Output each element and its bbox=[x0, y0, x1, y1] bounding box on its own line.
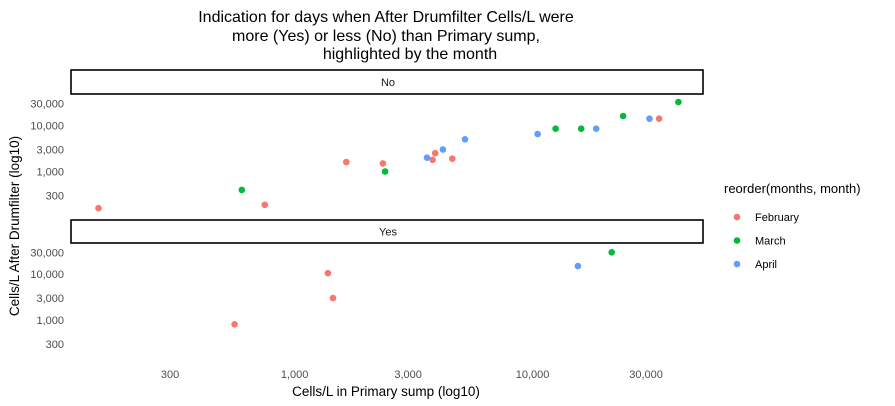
facet-strip-box bbox=[70, 69, 704, 95]
data-point-february bbox=[343, 158, 350, 166]
legend-label-march: March bbox=[755, 236, 786, 248]
chart-title-line-2: more (Yes) or less (No) than Primary sum… bbox=[232, 28, 540, 45]
x-axis-title: Cells/L in Primary sump (log10) bbox=[292, 384, 480, 399]
data-point-february bbox=[449, 155, 456, 162]
data-point-april bbox=[423, 154, 431, 161]
data-point-march bbox=[238, 186, 246, 194]
x-tick-label: 30,000 bbox=[629, 369, 663, 381]
data-point-february bbox=[261, 201, 269, 209]
y-tick-label: 30,000 bbox=[30, 98, 64, 110]
data-point-april bbox=[534, 130, 541, 138]
data-point-april bbox=[574, 262, 582, 270]
x-tick-label: 1,000 bbox=[281, 369, 309, 381]
y-tick-label: 10,000 bbox=[30, 269, 64, 281]
y-tick-label: 30,000 bbox=[30, 247, 64, 259]
facet-panels: No Yes bbox=[70, 69, 704, 328]
data-point-february bbox=[329, 294, 337, 302]
data-point-april bbox=[646, 115, 653, 122]
data-point-march bbox=[675, 98, 682, 106]
facet-panel-no: No bbox=[70, 69, 704, 212]
legend-key-april bbox=[733, 260, 741, 268]
data-point-february bbox=[95, 204, 102, 212]
y-tick-label: 1,000 bbox=[36, 315, 64, 327]
y-tick-label: 3,000 bbox=[36, 293, 64, 305]
facet-strip-box bbox=[70, 219, 704, 244]
data-point-february bbox=[231, 321, 238, 328]
data-point-march bbox=[552, 125, 559, 132]
legend-title: reorder(months, month) bbox=[724, 181, 861, 196]
chart-title-line-3: highlighted by the month bbox=[323, 46, 497, 63]
data-point-february bbox=[431, 149, 439, 157]
data-point-april bbox=[592, 125, 600, 132]
y-axes: 300 1,000 3,000 10,000 30,000 300 1,000 3,000 10… bbox=[30, 98, 64, 350]
data-point-march bbox=[381, 168, 389, 175]
data-point-march bbox=[577, 125, 585, 132]
y-tick-label: 300 bbox=[46, 339, 64, 351]
y-tick-label: 3,000 bbox=[36, 145, 64, 157]
legend-label-april: April bbox=[755, 259, 777, 271]
chart-title: Indication for days when After Drumfilte… bbox=[198, 9, 574, 63]
chart-title-line-1: Indication for days when After Drumfilte… bbox=[198, 9, 574, 26]
facet-strip-label: No bbox=[381, 77, 395, 89]
y-tick-label: 1,000 bbox=[36, 167, 64, 179]
data-point-february bbox=[324, 269, 332, 277]
data-point-february bbox=[655, 115, 663, 122]
legend-label-february: February bbox=[755, 212, 800, 224]
legend-key-march bbox=[733, 237, 741, 244]
data-point-march bbox=[608, 249, 615, 256]
data-point-april bbox=[439, 146, 447, 153]
legend: reorder(months, month) February March Apri… bbox=[724, 181, 861, 271]
x-axis: 300 1,000 3,000 10,000 30,000 bbox=[161, 369, 663, 381]
data-point-april bbox=[461, 136, 469, 143]
y-tick-label: 300 bbox=[46, 191, 64, 203]
data-point-march bbox=[619, 112, 627, 120]
x-tick-label: 10,000 bbox=[516, 369, 550, 381]
x-tick-label: 300 bbox=[161, 369, 179, 381]
facet-panel-yes: Yes bbox=[70, 219, 704, 328]
facet-strip-label: Yes bbox=[379, 227, 397, 239]
y-axis-title: Cells/L After Drumfilter (log10) bbox=[7, 136, 22, 316]
y-tick-label: 10,000 bbox=[30, 120, 64, 132]
data-point-february bbox=[379, 160, 387, 167]
legend-key-february bbox=[733, 213, 741, 221]
x-tick-label: 3,000 bbox=[394, 369, 422, 381]
data-point-february bbox=[429, 156, 436, 164]
